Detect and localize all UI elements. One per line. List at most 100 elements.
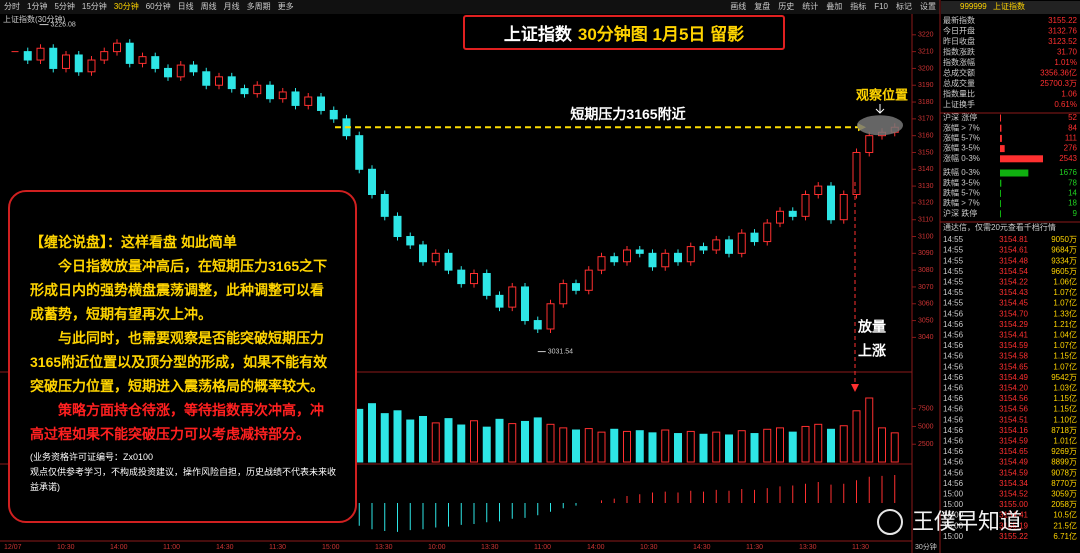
trade-amount: 10.5亿 (1053, 510, 1077, 520)
trade-price: 3154.58 (999, 352, 1028, 361)
trade-amount: 3059万 (1051, 490, 1077, 499)
tool-button[interactable]: 复盘 (754, 1, 770, 11)
volume-bar (839, 425, 848, 463)
period-tab[interactable]: 更多 (278, 1, 294, 11)
quote-value: 3123.52 (1048, 37, 1077, 46)
trade-amount: 1.07亿 (1053, 340, 1077, 350)
candle (852, 151, 861, 196)
tool-button[interactable]: 历史 (778, 1, 794, 11)
breadth-count: 1676 (1059, 168, 1077, 177)
candle (623, 249, 631, 263)
quote-label: 最新指数 (943, 15, 975, 25)
trade-time: 14:55 (943, 267, 964, 276)
trade-time: 14:56 (943, 447, 964, 456)
trade-time: 14:56 (943, 352, 964, 361)
period-tab[interactable]: 周线 (201, 1, 217, 11)
tool-button[interactable]: 标记 (896, 1, 912, 11)
candle (597, 256, 606, 271)
trade-time: 14:55 (943, 299, 964, 308)
period-tab[interactable]: 月线 (224, 1, 240, 11)
trade-time: 15:00 (943, 490, 964, 499)
period-tab[interactable]: 60分钟 (146, 1, 171, 11)
candle (444, 252, 453, 271)
trade-time: 14:56 (943, 341, 964, 350)
volume-bar (712, 431, 721, 463)
tool-button[interactable]: F10 (874, 2, 888, 11)
trades-header: 通达信，仅需20元查看千档行情 (943, 222, 1056, 232)
x-tick-label: 10:00 (428, 544, 446, 551)
trade-price: 3154.22 (999, 278, 1028, 287)
candle (839, 194, 848, 221)
period-tab[interactable]: 1分钟 (27, 1, 47, 11)
volume-bar (750, 433, 759, 463)
quote-label: 总成交额 (943, 68, 975, 78)
trade-time: 14:56 (943, 415, 964, 424)
candle (266, 84, 274, 100)
watermark-icon (877, 509, 903, 535)
tool-button[interactable]: 指标 (850, 1, 866, 11)
volume-bar (546, 423, 555, 463)
y-tick-label: 7500 (918, 406, 934, 413)
observe-label: 观察位置 (856, 87, 908, 102)
period-tab[interactable]: 日线 (178, 1, 194, 11)
tool-button[interactable]: 设置 (920, 1, 936, 11)
period-tab[interactable]: 分时 (4, 1, 20, 11)
candle (317, 96, 325, 111)
trade-time: 14:56 (943, 309, 964, 318)
tool-button[interactable]: 叠加 (826, 1, 842, 11)
candle (712, 239, 721, 251)
breadth-bar (1000, 189, 1001, 197)
trade-amount: 1.07亿 (1053, 287, 1077, 297)
trade-time: 14:55 (943, 235, 964, 244)
trade-price: 3154.34 (999, 479, 1028, 488)
trade-amount: 1.10亿 (1053, 414, 1077, 424)
breadth-count: 52 (1068, 113, 1077, 122)
candle (253, 84, 262, 95)
candle (215, 76, 223, 86)
candle (62, 54, 70, 69)
x-tick-label: 11:30 (269, 544, 286, 551)
quote-value: 1.01% (1054, 58, 1077, 67)
x-tick-label: 11:30 (852, 544, 869, 551)
x-tick-label: 14:30 (216, 544, 234, 551)
trade-price: 3154.49 (999, 373, 1028, 382)
x-tick-label: 14:30 (693, 544, 711, 551)
candle (74, 54, 83, 73)
candle (584, 269, 593, 291)
quote-value: 1.06 (1061, 90, 1077, 99)
trade-amount: 1.15亿 (1053, 404, 1077, 414)
volume-bar (878, 427, 886, 463)
quote-label: 指数涨幅 (943, 57, 975, 67)
observe-marker (857, 115, 903, 136)
candle (521, 286, 529, 322)
trade-amount: 1.03亿 (1053, 383, 1077, 393)
period-tab[interactable]: 5分钟 (54, 1, 74, 11)
trade-time: 14:56 (943, 331, 964, 340)
tool-button[interactable]: 画线 (730, 1, 746, 11)
candle (801, 194, 810, 217)
y-tick-label: 3070 (918, 284, 934, 291)
tool-button[interactable]: 统计 (802, 1, 818, 11)
candle (495, 294, 504, 308)
trade-price: 3154.56 (999, 405, 1028, 414)
trade-time: 14:56 (943, 479, 964, 488)
breadth-bar (1000, 145, 1005, 153)
period-tab[interactable]: 30分钟 (114, 1, 139, 11)
quote-label: 今日开盘 (943, 26, 975, 36)
period-tab[interactable]: 多周期 (247, 1, 271, 11)
banner-detail: 30分钟图 1月5日 留影 (577, 25, 745, 44)
trade-price: 3154.59 (999, 341, 1028, 350)
quote-header-bg (941, 1, 1080, 14)
y-tick-label: 3040 (918, 334, 934, 341)
breadth-bar (1000, 124, 1002, 132)
breadth-count: 2543 (1059, 154, 1077, 163)
trade-price: 3154.16 (999, 426, 1028, 435)
period-tab[interactable]: 15分钟 (82, 1, 107, 11)
trade-time: 14:56 (943, 426, 964, 435)
x-tick-label: 11:00 (163, 544, 180, 551)
volume-bar (890, 432, 899, 463)
candle (737, 232, 746, 254)
breadth-label: 涨幅 3-5% (943, 143, 980, 153)
x-tick-label: 15:00 (322, 544, 340, 551)
trade-amount: 1.15亿 (1053, 393, 1077, 403)
